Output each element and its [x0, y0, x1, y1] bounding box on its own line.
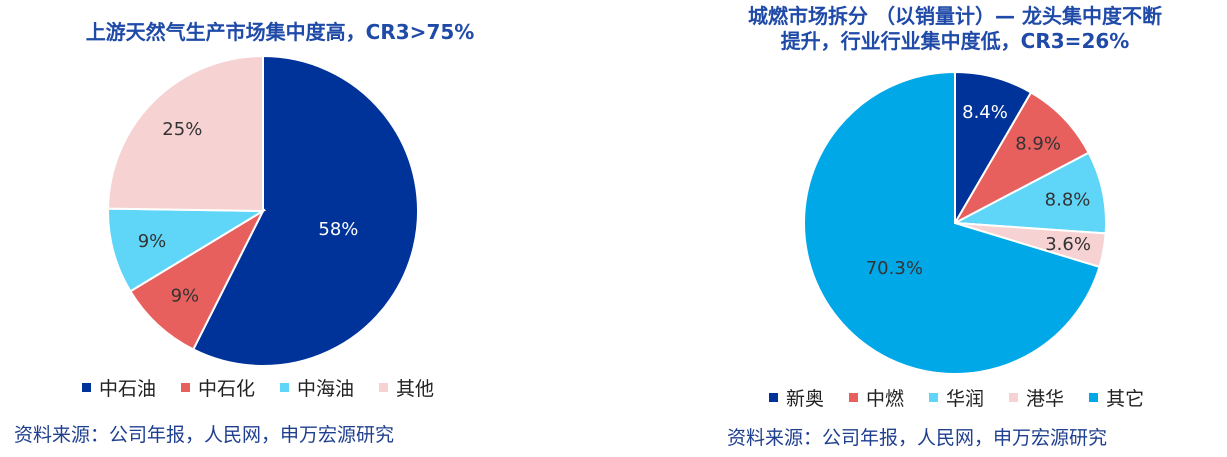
left-pie-value-label-1: 58%	[318, 219, 358, 240]
right-pie-value-label-2: 8.9%	[1015, 133, 1061, 154]
left-pie-value-label-3: 9%	[138, 231, 167, 252]
right-pie-chart: 8.4% 8.9% 8.8% 3.6% 70.3%	[803, 70, 1107, 375]
left-legend-label-1: 中石油	[99, 378, 157, 400]
left-legend-label-4: 其他	[396, 378, 435, 400]
right-pie-slice-5	[803, 70, 1101, 375]
right-chart-title: 城燃市场拆分 （以销量计）— 龙头集中度不断 提升，行业行业集中度低，CR3=2…	[690, 4, 1220, 54]
right-title-line-1: 城燃市场拆分 （以销量计）— 龙头集中度不断	[748, 4, 1162, 28]
left-pie-value-label-2: 9%	[171, 285, 200, 306]
right-legend-swatch-3	[929, 393, 939, 402]
left-pie-slice-2	[129, 208, 266, 351]
right-source-note: 资料来源：公司年报，人民网，申万宏源研究	[727, 427, 1108, 449]
right-legend-swatch-2	[849, 393, 859, 402]
right-legend-swatch-4	[1009, 393, 1019, 402]
left-chart-title: 上游天然气生产市场集中度高，CR3>75%	[85, 20, 475, 44]
right-pie-slice-2	[952, 91, 1091, 226]
left-source-note: 资料来源：公司年报，人民网，申万宏源研究	[14, 424, 395, 446]
right-pie-value-label-3: 8.8%	[1045, 189, 1091, 210]
right-pie-value-label-1: 8.4%	[962, 102, 1008, 123]
right-legend-swatch-5	[1089, 393, 1099, 402]
left-legend-item-2: 中石化	[181, 374, 255, 401]
left-legend-item-4: 其他	[379, 374, 434, 401]
right-legend-label-4: 港华	[1026, 388, 1065, 410]
left-pie-slice-1	[191, 54, 419, 367]
left-pie-value-label-4: 25%	[162, 119, 202, 140]
left-legend-swatch-2	[181, 383, 191, 392]
left-legend-item-3: 中海油	[280, 374, 354, 401]
right-pie-slice-3	[951, 151, 1107, 235]
left-legend: 中石油 中石化 中海油 其他	[82, 374, 434, 401]
left-legend-item-1: 中石油	[82, 374, 156, 401]
right-legend-item-1: 新奥	[769, 384, 824, 411]
right-legend-label-1: 新奥	[786, 388, 825, 410]
right-pie-value-label-4: 3.6%	[1045, 234, 1091, 255]
left-pie-slice-3	[107, 207, 267, 293]
left-pie-chart: 58% 9% 9% 25%	[107, 54, 419, 367]
right-legend-item-3: 华润	[929, 384, 984, 411]
right-legend-label-5: 其它	[1106, 388, 1145, 410]
left-legend-swatch-1	[82, 383, 91, 392]
right-legend-swatch-1	[769, 393, 778, 402]
left-legend-swatch-4	[379, 383, 389, 392]
right-legend-item-5: 其它	[1089, 384, 1144, 411]
right-legend-item-4: 港华	[1009, 384, 1064, 411]
right-pie-value-label-5: 70.3%	[866, 258, 923, 279]
right-title-line-2: 提升，行业行业集中度低，CR3=26%	[780, 29, 1130, 53]
left-pie-slice-4	[107, 54, 264, 213]
right-legend-item-2: 中燃	[849, 384, 904, 411]
right-legend-label-2: 中燃	[866, 388, 905, 410]
right-legend-label-3: 华润	[946, 388, 985, 410]
left-legend-swatch-3	[280, 383, 290, 392]
left-legend-label-3: 中海油	[297, 378, 355, 400]
left-legend-label-2: 中石化	[198, 378, 256, 400]
right-legend: 新奥 中燃 华润 港华 其它	[769, 384, 1144, 411]
